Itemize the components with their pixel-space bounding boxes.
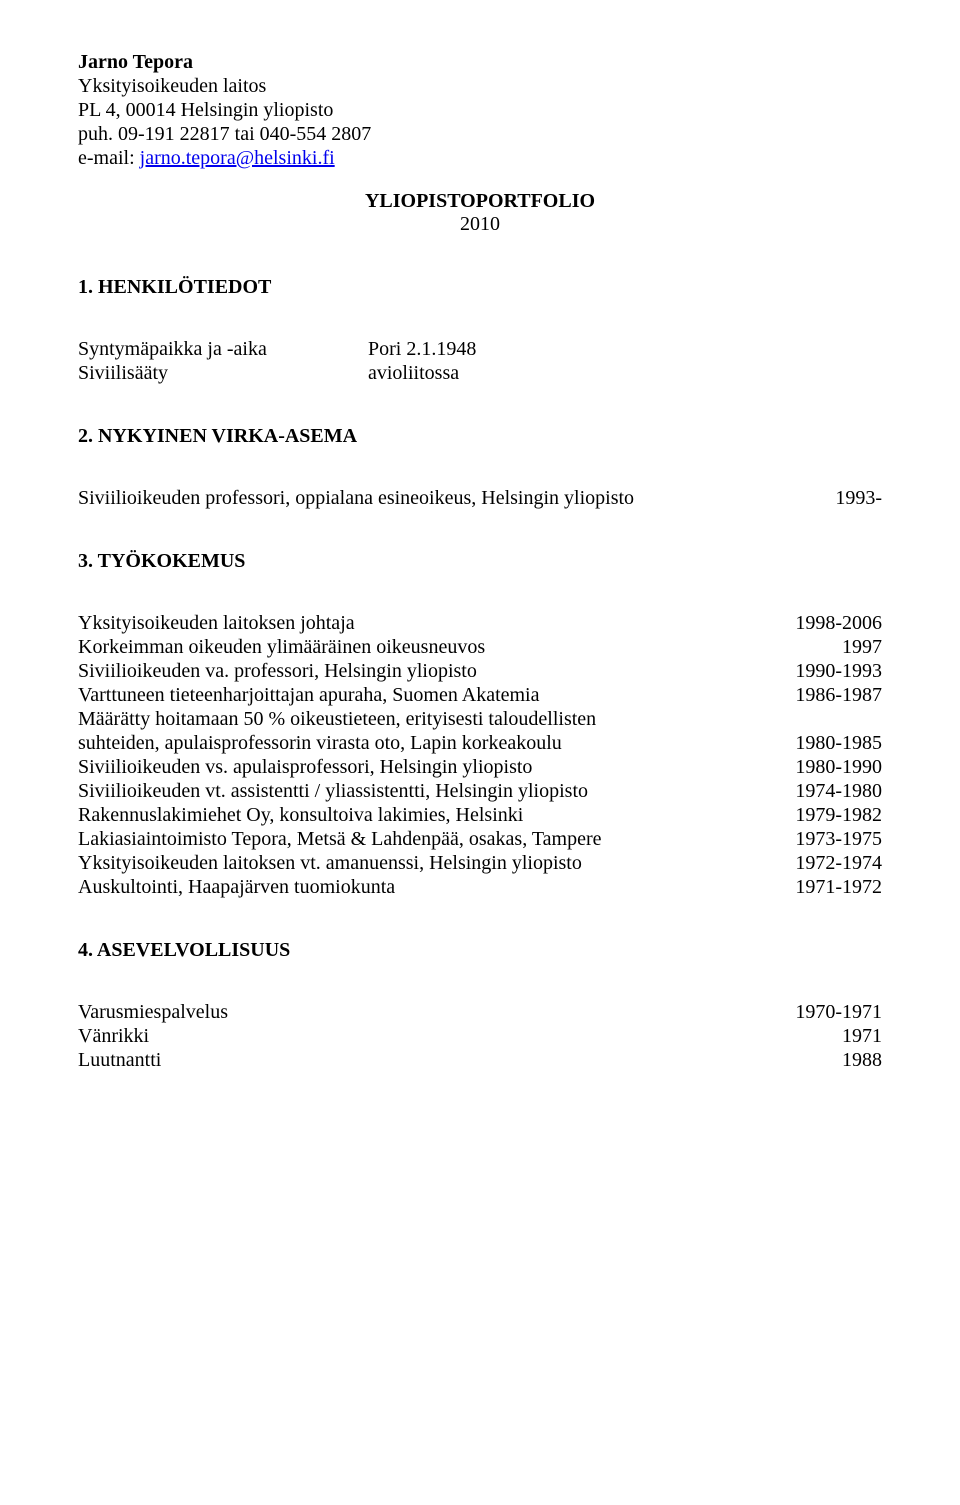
experience-text: Rakennuslakimiehet Oy, konsultoiva lakim… (78, 803, 795, 827)
experience-row: Määrätty hoitamaan 50 % oikeustieteen, e… (78, 707, 882, 731)
military-text: Vänrikki (78, 1024, 842, 1048)
experience-row: Siviilioikeuden vt. assistentti / yliass… (78, 779, 882, 803)
birthplace-value: Pori 2.1.1948 (368, 337, 882, 361)
experience-years: 1990-1993 (795, 659, 882, 683)
military-row: Luutnantti1988 (78, 1048, 882, 1072)
experience-years: 1997 (842, 635, 882, 659)
experience-row: Yksityisoikeuden laitoksen vt. amanuenss… (78, 851, 882, 875)
email-prefix: e-mail: (78, 147, 140, 169)
email-link[interactable]: jarno.tepora@helsinki.fi (140, 147, 335, 169)
contact-line: puh. 09-191 22817 tai 040-554 2807 (78, 122, 882, 146)
document-year: 2010 (78, 213, 882, 236)
experience-text: Siviilioikeuden vt. assistentti / yliass… (78, 779, 795, 803)
experience-text: Lakiasiaintoimisto Tepora, Metsä & Lahde… (78, 827, 795, 851)
experience-years: 1980-1985 (795, 731, 882, 755)
military-years: 1970-1971 (795, 1000, 882, 1024)
experience-row: suhteiden, apulaisprofessorin virasta ot… (78, 731, 882, 755)
military-list: Varusmiespalvelus1970-1971Vänrikki1971Lu… (78, 1000, 882, 1072)
author-name: Jarno Tepora (78, 50, 882, 74)
marital-value: avioliitossa (368, 361, 882, 385)
experience-text: Yksityisoikeuden laitoksen vt. amanuenss… (78, 851, 795, 875)
contact-line: PL 4, 00014 Helsingin yliopisto (78, 98, 882, 122)
military-text: Varusmiespalvelus (78, 1000, 795, 1024)
experience-years: 1973-1975 (795, 827, 882, 851)
page: Jarno Tepora Yksityisoikeuden laitos PL … (0, 0, 960, 1122)
experience-text: Määrätty hoitamaan 50 % oikeustieteen, e… (78, 707, 882, 731)
experience-years: 1972-1974 (795, 851, 882, 875)
document-title: YLIOPISTOPORTFOLIO (78, 190, 882, 213)
section-heading-personal: 1. HENKILÖTIEDOT (78, 276, 882, 299)
experience-row: Auskultointi, Haapajärven tuomiokunta197… (78, 875, 882, 899)
personal-row: Syntymäpaikka ja -aika Pori 2.1.1948 (78, 337, 882, 361)
position-years: 1993- (835, 486, 882, 510)
experience-text: Siviilioikeuden vs. apulaisprofessori, H… (78, 755, 795, 779)
experience-row: Varttuneen tieteenharjoittajan apuraha, … (78, 683, 882, 707)
section-heading-experience: 3. TYÖKOKEMUS (78, 550, 882, 573)
experience-text: Siviilioikeuden va. professori, Helsingi… (78, 659, 795, 683)
experience-text: Auskultointi, Haapajärven tuomiokunta (78, 875, 795, 899)
experience-years: 1986-1987 (795, 683, 882, 707)
experience-row: Rakennuslakimiehet Oy, konsultoiva lakim… (78, 803, 882, 827)
military-row: Varusmiespalvelus1970-1971 (78, 1000, 882, 1024)
military-years: 1971 (842, 1024, 882, 1048)
birthplace-label: Syntymäpaikka ja -aika (78, 337, 368, 361)
section-heading-position: 2. NYKYINEN VIRKA-ASEMA (78, 425, 882, 448)
experience-years: 1971-1972 (795, 875, 882, 899)
experience-list: Yksityisoikeuden laitoksen johtaja1998-2… (78, 611, 882, 899)
position-text: Siviilioikeuden professori, oppialana es… (78, 486, 835, 510)
section-heading-military: 4. ASEVELVOLLISUUS (78, 939, 882, 962)
position-row: Siviilioikeuden professori, oppialana es… (78, 486, 882, 510)
experience-row: Lakiasiaintoimisto Tepora, Metsä & Lahde… (78, 827, 882, 851)
experience-text: suhteiden, apulaisprofessorin virasta ot… (78, 731, 795, 755)
experience-years: 1979-1982 (795, 803, 882, 827)
contact-block: Jarno Tepora Yksityisoikeuden laitos PL … (78, 50, 882, 170)
experience-row: Yksityisoikeuden laitoksen johtaja1998-2… (78, 611, 882, 635)
military-row: Vänrikki1971 (78, 1024, 882, 1048)
experience-text: Korkeimman oikeuden ylimääräinen oikeusn… (78, 635, 842, 659)
contact-line: Yksityisoikeuden laitos (78, 74, 882, 98)
experience-row: Siviilioikeuden vs. apulaisprofessori, H… (78, 755, 882, 779)
military-text: Luutnantti (78, 1048, 842, 1072)
contact-email-line: e-mail: jarno.tepora@helsinki.fi (78, 146, 882, 170)
experience-years: 1980-1990 (795, 755, 882, 779)
military-years: 1988 (842, 1048, 882, 1072)
experience-years: 1998-2006 (795, 611, 882, 635)
experience-text: Varttuneen tieteenharjoittajan apuraha, … (78, 683, 795, 707)
personal-row: Siviilisääty avioliitossa (78, 361, 882, 385)
marital-label: Siviilisääty (78, 361, 368, 385)
experience-text: Yksityisoikeuden laitoksen johtaja (78, 611, 795, 635)
experience-row: Siviilioikeuden va. professori, Helsingi… (78, 659, 882, 683)
experience-years: 1974-1980 (795, 779, 882, 803)
experience-row: Korkeimman oikeuden ylimääräinen oikeusn… (78, 635, 882, 659)
